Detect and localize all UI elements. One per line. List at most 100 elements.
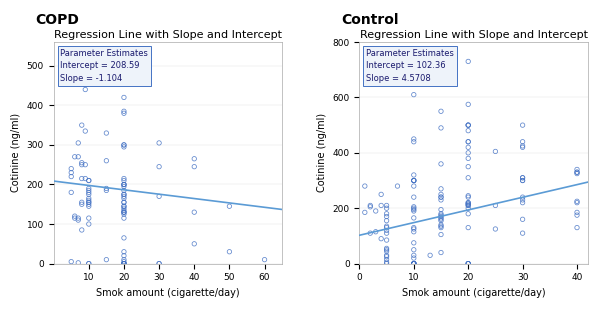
Point [409, 240, 419, 245]
Point [409, 178, 419, 183]
Point [84, 261, 93, 266]
Point [119, 142, 129, 147]
Point [119, 111, 129, 116]
Point [409, 256, 419, 260]
Point [436, 224, 446, 229]
Point [382, 260, 391, 265]
Point [382, 214, 391, 219]
Point [225, 249, 234, 254]
Point [74, 154, 83, 159]
Point [518, 195, 527, 200]
Point [155, 141, 164, 146]
Point [189, 156, 199, 161]
Point [409, 139, 419, 144]
Point [77, 162, 86, 167]
Point [119, 204, 129, 209]
Point [119, 51, 129, 56]
Title: Regression Line with Slope and Intercept: Regression Line with Slope and Intercept [54, 30, 282, 40]
Point [119, 182, 129, 187]
Point [119, 142, 129, 147]
Point [572, 210, 582, 215]
Point [518, 145, 527, 150]
Point [66, 190, 76, 195]
Point [84, 190, 93, 195]
Point [409, 178, 419, 183]
Point [119, 194, 129, 199]
Point [518, 217, 527, 222]
Point [382, 254, 391, 259]
Point [464, 139, 473, 144]
Point [409, 253, 419, 258]
Point [102, 186, 111, 191]
Point [409, 206, 419, 211]
Point [464, 261, 473, 266]
Point [84, 202, 93, 207]
Point [66, 174, 76, 179]
X-axis label: Smok amount (cigarette/day): Smok amount (cigarette/day) [402, 288, 546, 298]
Point [376, 192, 386, 197]
Point [119, 182, 129, 187]
Point [518, 197, 527, 202]
Point [464, 156, 473, 161]
Point [119, 200, 129, 205]
Point [371, 209, 380, 214]
Point [436, 109, 446, 114]
Point [119, 184, 129, 189]
Point [409, 261, 419, 266]
Point [84, 186, 93, 191]
Point [436, 125, 446, 130]
Point [102, 257, 111, 262]
Point [409, 261, 419, 266]
Point [464, 139, 473, 144]
Point [518, 123, 527, 128]
Point [436, 186, 446, 191]
Point [464, 201, 473, 206]
Point [464, 123, 473, 128]
Point [77, 227, 86, 232]
Y-axis label: Cotinine (ng/ml): Cotinine (ng/ml) [317, 113, 327, 193]
Point [119, 210, 129, 215]
Point [77, 123, 86, 128]
Point [84, 200, 93, 205]
Point [518, 175, 527, 180]
Point [119, 261, 129, 266]
Point [464, 206, 473, 211]
Point [464, 59, 473, 64]
Point [436, 214, 446, 219]
Point [409, 178, 419, 183]
Point [119, 257, 129, 262]
Point [119, 192, 129, 197]
Point [409, 225, 419, 230]
Point [84, 178, 93, 183]
Point [464, 225, 473, 230]
Point [84, 200, 93, 205]
Point [382, 224, 391, 229]
Point [572, 167, 582, 172]
Point [409, 261, 419, 266]
Point [77, 176, 86, 181]
Point [382, 246, 391, 251]
Point [425, 253, 435, 258]
Point [84, 196, 93, 201]
Point [464, 123, 473, 128]
Point [382, 247, 391, 252]
Title: Regression Line with Slope and Intercept: Regression Line with Slope and Intercept [359, 30, 588, 40]
Point [572, 200, 582, 205]
Point [119, 210, 129, 215]
Point [119, 200, 129, 205]
Point [80, 87, 90, 92]
Point [382, 238, 391, 243]
Point [436, 195, 446, 200]
Point [365, 204, 375, 209]
Point [119, 79, 129, 84]
Point [518, 175, 527, 180]
Point [409, 261, 419, 266]
Point [77, 160, 86, 165]
Point [464, 200, 473, 205]
Point [572, 213, 582, 218]
Point [436, 211, 446, 216]
Point [119, 259, 129, 264]
Text: Control: Control [341, 13, 398, 27]
Point [464, 261, 473, 266]
Point [393, 184, 403, 188]
